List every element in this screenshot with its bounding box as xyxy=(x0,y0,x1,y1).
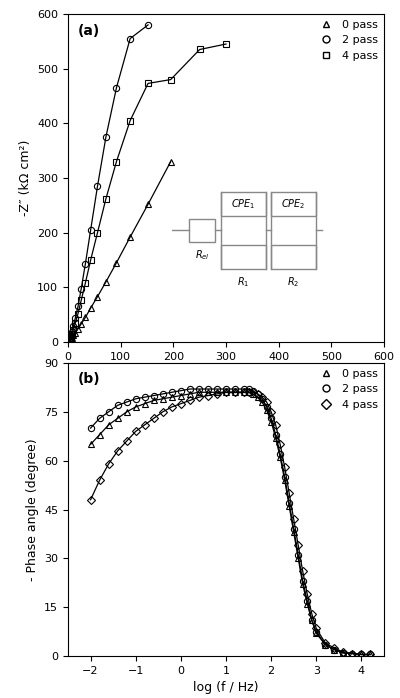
Text: (a): (a) xyxy=(78,24,100,38)
Legend: 0 pass, 2 pass, 4 pass: 0 pass, 2 pass, 4 pass xyxy=(315,20,378,61)
Legend: 0 pass, 2 pass, 4 pass: 0 pass, 2 pass, 4 pass xyxy=(315,369,378,410)
X-axis label: log (f / Hz): log (f / Hz) xyxy=(193,681,259,695)
Text: (b): (b) xyxy=(78,372,100,386)
Y-axis label: - Phase angle (degree): - Phase angle (degree) xyxy=(26,438,38,581)
Y-axis label: -Z″ (kΩ cm²): -Z″ (kΩ cm²) xyxy=(18,140,32,216)
